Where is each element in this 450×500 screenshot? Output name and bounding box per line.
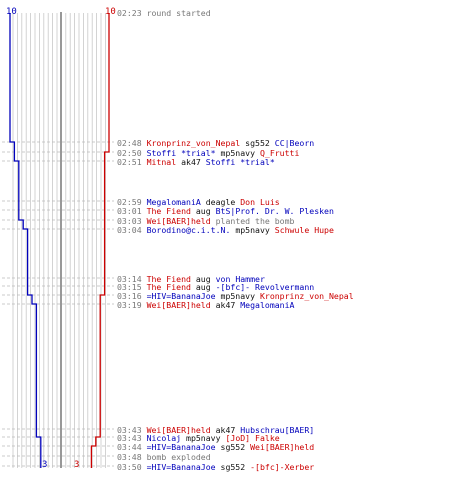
event-row: 03:03 Wei[BAER]held planted the bomb [117, 216, 295, 226]
ct-alive-step-line [9, 13, 42, 468]
event-weapon: aug [191, 274, 216, 284]
event-player: CC|Beorn [275, 138, 315, 148]
event-weapon: mp5navy [216, 291, 260, 301]
event-time: 03:16 [117, 291, 147, 301]
event-row: 03:04 Borodino@c.i.t.N. mp5navy Schwule … [117, 225, 334, 235]
event-row: 02:59 MegalomaniA deagle Don Luis [117, 197, 280, 207]
event-player: Wei[BAER]held [147, 425, 211, 435]
event-time: 03:43 [117, 425, 147, 435]
event-time: 02:51 [117, 157, 147, 167]
event-player: Wei[BAER]held [147, 300, 211, 310]
event-time: 03:15 [117, 282, 147, 292]
event-weapon: mp5navy [216, 148, 260, 158]
event-player: The Fiend [147, 282, 191, 292]
ct-start-count: 10 [6, 7, 17, 17]
t-end-count: 3 [74, 460, 79, 470]
event-player: Schwule Hupe [275, 225, 334, 235]
event-time: 03:43 [117, 433, 147, 443]
event-weapon: aug [191, 282, 216, 292]
event-player: MegalomaniA [147, 197, 201, 207]
event-row: 03:48 bomb exploded [117, 452, 211, 462]
player-grid-lines [12, 13, 106, 468]
event-weapon: mp5navy [181, 433, 225, 443]
event-note: round started [147, 8, 211, 18]
event-player: Don Luis [240, 197, 280, 207]
event-row: 03:14 The Fiend aug von Hammer [117, 274, 265, 284]
event-player: =HIV=BananaJoe [147, 462, 216, 472]
event-player: =HIV=BananaJoe [147, 442, 216, 452]
event-player: Hubschrau[BAER] [240, 425, 314, 435]
event-player: BtS|Prof. Dr. W. Plesken [216, 206, 334, 216]
event-row: 03:44 =HIV=BananaJoe sg552 Wei[BAER]held [117, 442, 314, 452]
event-time: 02:50 [117, 148, 147, 158]
event-row: 03:01 The Fiend aug BtS|Prof. Dr. W. Ple… [117, 206, 334, 216]
event-note: planted the bomb [211, 216, 295, 226]
event-time: 03:19 [117, 300, 147, 310]
event-player: Borodino@c.i.t.N. [147, 225, 231, 235]
event-player: Nicolaj [147, 433, 182, 443]
event-row: 03:43 Nicolaj mp5navy [JoD] Falke [117, 433, 280, 443]
event-row: 03:15 The Fiend aug -[bfc]- Revolvermann [117, 282, 314, 292]
event-weapon: ak47 [176, 157, 206, 167]
event-time: 03:04 [117, 225, 147, 235]
event-player: MegalomaniA [240, 300, 294, 310]
event-player: The Fiend [147, 274, 191, 284]
event-weapon: aug [191, 206, 216, 216]
event-player: -[bfc]- Revolvermann [216, 282, 315, 292]
event-row: 03:19 Wei[BAER]held ak47 MegalomaniA [117, 300, 295, 310]
event-time: 02:23 [117, 8, 147, 18]
event-row: 03:43 Wei[BAER]held ak47 Hubschrau[BAER] [117, 425, 314, 435]
event-time: 03:01 [117, 206, 147, 216]
event-weapon: sg552 [240, 138, 275, 148]
event-player: Q_Frutti [260, 148, 300, 158]
event-player: The Fiend [147, 206, 191, 216]
event-player: Stoffi *trial* [147, 148, 216, 158]
ct-end-count: 3 [42, 460, 47, 470]
event-player: -[bfc]-Xerber [250, 462, 314, 472]
event-weapon: mp5navy [230, 225, 274, 235]
event-row: 02:48 Kronprinz_von_Nepal sg552 CC|Beorn [117, 138, 314, 148]
event-time: 03:14 [117, 274, 147, 284]
event-time: 02:48 [117, 138, 147, 148]
event-time: 03:50 [117, 462, 147, 472]
event-row: 02:23 round started [117, 8, 211, 18]
event-row: 03:16 =HIV=BananaJoe mp5navy Kronprinz_v… [117, 291, 354, 301]
event-time: 03:03 [117, 216, 147, 226]
event-weapon: ak47 [211, 425, 241, 435]
event-time: 03:48 [117, 452, 147, 462]
event-player: Stoffi *trial* [206, 157, 275, 167]
event-weapon: deagle [201, 197, 240, 207]
event-player: [JoD] Falke [225, 433, 279, 443]
event-time: 03:44 [117, 442, 147, 452]
event-player: von Hammer [216, 274, 265, 284]
event-weapon: sg552 [216, 462, 251, 472]
event-player: Mitnal [147, 157, 177, 167]
event-note: bomb exploded [147, 452, 211, 462]
event-player: =HIV=BananaJoe [147, 291, 216, 301]
event-player: Kronprinz_von_Nepal [260, 291, 354, 301]
event-player: Wei[BAER]held [250, 442, 314, 452]
event-player: Kronprinz_von_Nepal [147, 138, 241, 148]
event-dash-lines [2, 141, 114, 467]
event-weapon: sg552 [216, 442, 251, 452]
t-start-count: 10 [105, 7, 116, 17]
event-row: 02:50 Stoffi *trial* mp5navy Q_Frutti [117, 148, 299, 158]
event-weapon: ak47 [211, 300, 241, 310]
event-log: 02:23 round started 02:48 Kronprinz_von_N… [117, 8, 354, 472]
event-row: 03:50 =HIV=BananaJoe sg552 -[bfc]-Xerber [117, 462, 314, 472]
event-time: 02:59 [117, 197, 147, 207]
t-alive-step-line [90, 13, 110, 468]
event-row: 02:51 Mitnal ak47 Stoffi *trial* [117, 157, 275, 167]
event-player: Wei[BAER]held [147, 216, 211, 226]
